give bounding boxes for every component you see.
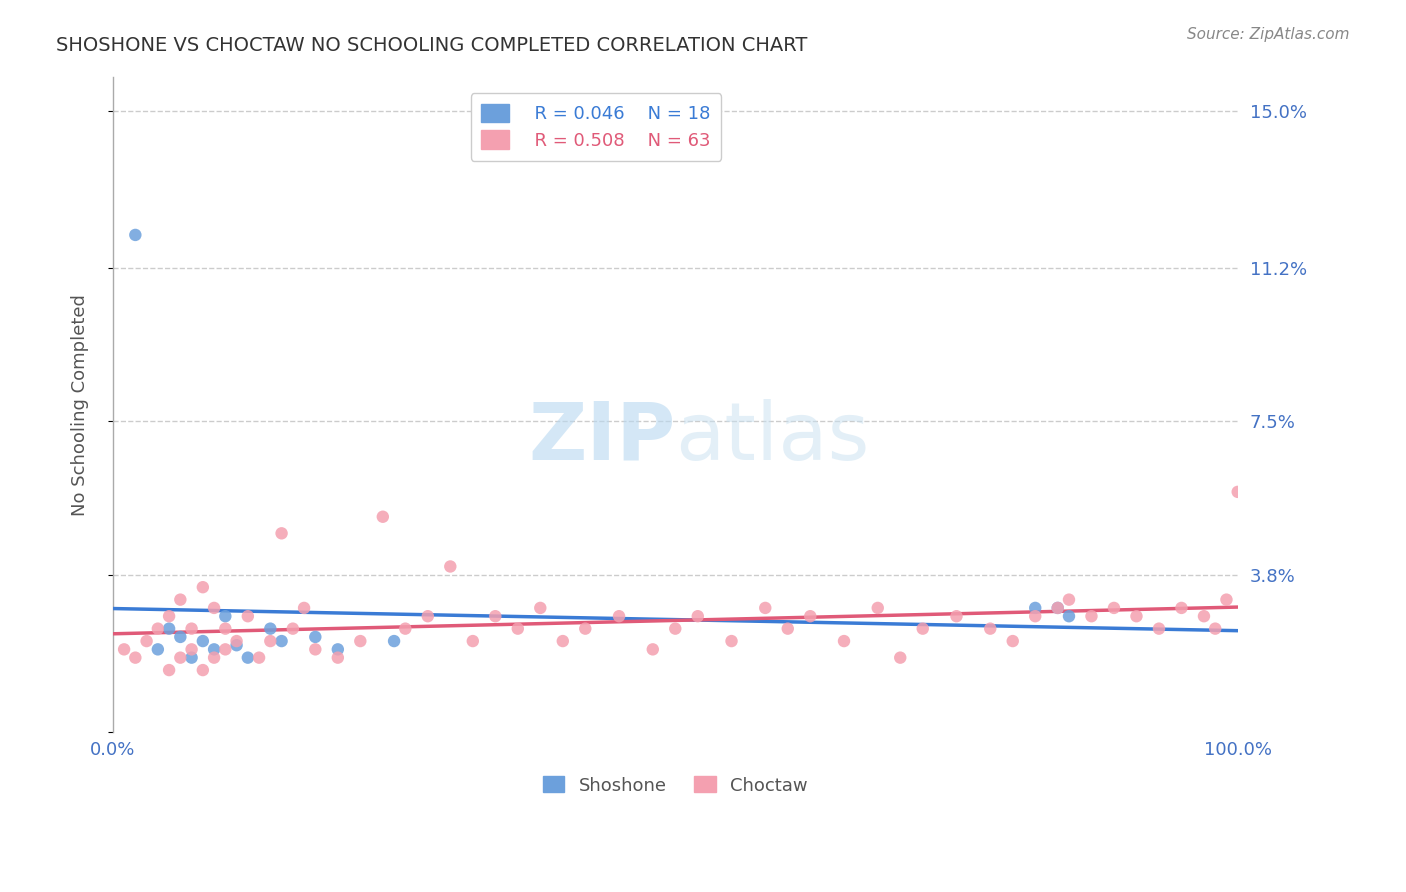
Point xyxy=(326,642,349,657)
Point xyxy=(664,622,686,636)
Point xyxy=(1170,601,1192,615)
Point xyxy=(832,634,855,648)
Point xyxy=(1226,484,1249,499)
Point xyxy=(292,601,315,615)
Text: ZIP: ZIP xyxy=(529,399,675,476)
Point xyxy=(911,622,934,636)
Point xyxy=(304,642,326,657)
Point xyxy=(754,601,776,615)
Point xyxy=(382,634,405,648)
Point xyxy=(889,650,911,665)
Point xyxy=(202,601,225,615)
Point xyxy=(124,227,146,242)
Point xyxy=(1046,601,1069,615)
Point xyxy=(214,642,236,657)
Point xyxy=(225,634,247,648)
Point xyxy=(202,642,225,657)
Point xyxy=(416,609,439,624)
Point xyxy=(506,622,529,636)
Point xyxy=(1192,609,1215,624)
Point xyxy=(574,622,596,636)
Point xyxy=(225,638,247,652)
Point xyxy=(394,622,416,636)
Text: 100.0%: 100.0% xyxy=(1204,740,1271,759)
Point xyxy=(866,601,889,615)
Point xyxy=(686,609,709,624)
Point xyxy=(169,630,191,644)
Point xyxy=(281,622,304,636)
Point xyxy=(1215,592,1237,607)
Point xyxy=(461,634,484,648)
Text: SHOSHONE VS CHOCTAW NO SCHOOLING COMPLETED CORRELATION CHART: SHOSHONE VS CHOCTAW NO SCHOOLING COMPLET… xyxy=(56,36,807,54)
Text: Source: ZipAtlas.com: Source: ZipAtlas.com xyxy=(1187,27,1350,42)
Point xyxy=(979,622,1001,636)
Point xyxy=(169,592,191,607)
Point xyxy=(1057,592,1080,607)
Point xyxy=(247,650,270,665)
Point xyxy=(135,634,157,648)
Point xyxy=(945,609,967,624)
Point xyxy=(191,580,214,594)
Point xyxy=(720,634,742,648)
Point xyxy=(259,622,281,636)
Point xyxy=(1046,601,1069,615)
Legend: Shoshone, Choctaw: Shoshone, Choctaw xyxy=(536,769,815,802)
Point xyxy=(236,609,259,624)
Point xyxy=(180,642,202,657)
Point xyxy=(180,622,202,636)
Point xyxy=(214,622,236,636)
Point xyxy=(1080,609,1102,624)
Point xyxy=(214,609,236,624)
Point xyxy=(191,663,214,677)
Point xyxy=(124,650,146,665)
Point xyxy=(371,509,394,524)
Point xyxy=(202,650,225,665)
Point xyxy=(776,622,799,636)
Point xyxy=(1001,634,1024,648)
Point xyxy=(607,609,630,624)
Point xyxy=(529,601,551,615)
Point xyxy=(180,650,202,665)
Point xyxy=(112,642,135,657)
Point xyxy=(484,609,506,624)
Point xyxy=(157,609,180,624)
Point xyxy=(326,650,349,665)
Point xyxy=(146,642,169,657)
Y-axis label: No Schooling Completed: No Schooling Completed xyxy=(72,293,89,516)
Point xyxy=(157,622,180,636)
Point xyxy=(551,634,574,648)
Point xyxy=(1147,622,1170,636)
Point xyxy=(1204,622,1226,636)
Point xyxy=(1024,601,1046,615)
Point xyxy=(191,634,214,648)
Point xyxy=(799,609,821,624)
Point xyxy=(1125,609,1147,624)
Point xyxy=(439,559,461,574)
Point xyxy=(270,634,292,648)
Point xyxy=(259,634,281,648)
Point xyxy=(157,663,180,677)
Point xyxy=(270,526,292,541)
Point xyxy=(169,650,191,665)
Text: atlas: atlas xyxy=(675,399,870,476)
Point xyxy=(146,622,169,636)
Point xyxy=(349,634,371,648)
Point xyxy=(236,650,259,665)
Point xyxy=(1102,601,1125,615)
Point xyxy=(641,642,664,657)
Point xyxy=(304,630,326,644)
Point xyxy=(1057,609,1080,624)
Text: 0.0%: 0.0% xyxy=(90,740,135,759)
Point xyxy=(1024,609,1046,624)
